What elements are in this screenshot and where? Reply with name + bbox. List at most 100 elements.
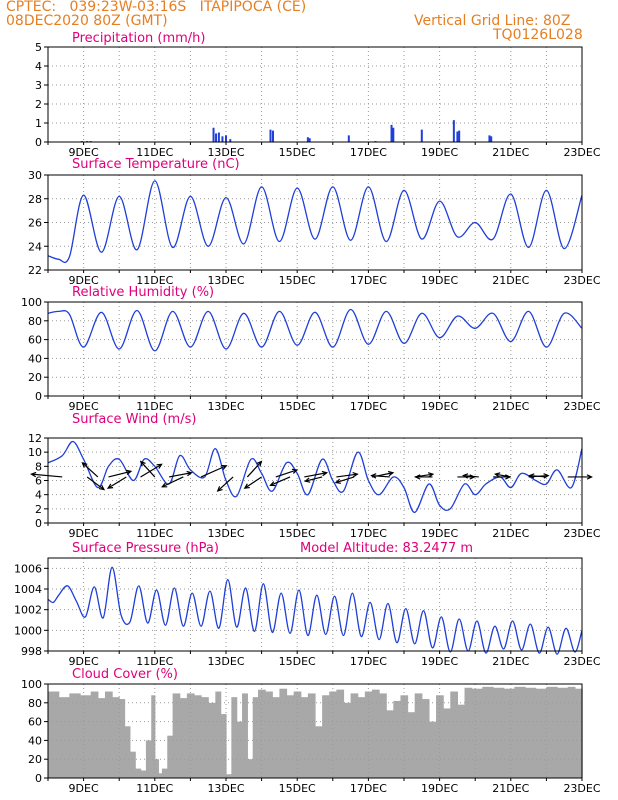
cloud-bar (428, 721, 437, 778)
series-line (47, 180, 583, 264)
series-line (47, 440, 583, 514)
x-tick-label: 15DEC (279, 527, 316, 540)
y-tick-label: 40 (28, 734, 42, 747)
wind-arrow-head (106, 483, 114, 489)
panel-title: Cloud Cover (%) (72, 667, 178, 682)
x-tick-label: 17DEC (350, 782, 387, 795)
wind-arrow-head (414, 474, 421, 480)
cloud-bar (69, 693, 81, 778)
wind-arrow (529, 474, 547, 478)
x-tick-label: 23DEC (563, 400, 600, 413)
cloud-bar (503, 688, 515, 778)
cloud-bar (172, 693, 181, 778)
x-tick-label: 21DEC (492, 527, 529, 540)
cloud-bar (252, 697, 259, 778)
series-line (47, 308, 583, 352)
panel-frame (47, 683, 583, 779)
precip-bar (488, 135, 491, 142)
y-tick-label: 60 (28, 716, 42, 729)
cloud-bar (336, 689, 345, 778)
chart-panel-2: Relative Humidity (%) 0 20 40 60 80 100 9DEC 11D… (21, 285, 601, 413)
cloud-bar (151, 695, 156, 778)
panel-frame (47, 437, 583, 524)
y-tick-label: 1000 (14, 624, 42, 637)
cloud-bar (140, 770, 147, 778)
wind-arrow-head (427, 472, 435, 478)
wind-arrow (140, 461, 156, 478)
cloud-bar (231, 697, 238, 778)
y-tick-label: 998 (21, 645, 42, 658)
cloud-bar (97, 698, 106, 778)
wind-arrow (336, 473, 358, 478)
chart-panel-4: Surface Pressure (hPa) Model Altitude: 83… (14, 541, 601, 668)
x-tick-label: 9DEC (69, 527, 99, 540)
precip-bar (212, 127, 215, 142)
precip-bar (458, 130, 461, 142)
cloud-bar (482, 686, 494, 778)
y-tick-label: 26 (28, 217, 42, 230)
panel-frame (47, 301, 583, 397)
cloud-bar (574, 688, 583, 778)
cloud-bar (258, 689, 266, 778)
cloud-bar (135, 768, 142, 778)
cloud-bar (393, 700, 402, 778)
header-station: CPTEC: 039:23W-03:16S ITAPIPOCA (CE) (6, 0, 307, 15)
wind-arrow-head (161, 482, 168, 488)
y-tick-label: 3 (35, 79, 42, 92)
chart-panel-0: Precipitation (mm/h) 0 1 2 3 4 5 9DEC 11DEC 13DEC… (35, 31, 601, 159)
y-tick-label: 8 (35, 460, 42, 473)
wind-arrow (86, 476, 105, 491)
wind-arrow (107, 476, 127, 489)
chart-panel-5: Cloud Cover (%) 0 20 40 60 80 100 9DEC 11DEC 13DE… (21, 667, 601, 795)
y-tick-label: 1006 (14, 562, 42, 575)
cloud-bar (124, 726, 131, 778)
cloud-bar (535, 688, 547, 778)
wind-arrow-head (303, 477, 311, 483)
x-tick-label: 9DEC (69, 655, 99, 668)
x-tick-label: 11DEC (136, 782, 173, 795)
wind-arrow-head (291, 468, 299, 474)
precip-bar (221, 136, 224, 142)
wind-arrow-head (494, 472, 501, 478)
cloud-bar (343, 702, 352, 778)
cloud-bar (293, 691, 302, 778)
panel-title: Surface Pressure (hPa) (72, 541, 219, 556)
cloud-bar (48, 691, 60, 778)
precip-bar (225, 135, 227, 142)
y-tick-label: 22 (28, 264, 42, 277)
y-tick-label: 100 (21, 296, 42, 309)
wind-arrow (335, 476, 355, 484)
wind-arrow-head (81, 462, 88, 468)
cloud-bar (379, 693, 387, 778)
cloud-bar (104, 691, 113, 778)
y-tick-label: 10 (28, 446, 42, 459)
cloud-bar (179, 698, 188, 778)
cloud-bar (407, 712, 416, 778)
x-tick-label: 21DEC (492, 146, 529, 159)
cloud-bar (457, 704, 466, 778)
cloud-bar (350, 693, 359, 778)
precip-bar (229, 139, 232, 142)
x-tick-label: 17DEC (350, 527, 387, 540)
cloud-bar (279, 688, 288, 778)
precip-bar (306, 137, 309, 142)
x-tick-label: 17DEC (350, 146, 387, 159)
precip-bar (390, 124, 393, 142)
x-tick-label: 19DEC (421, 146, 458, 159)
wind-arrow (31, 473, 63, 478)
x-tick-label: 15DEC (279, 655, 316, 668)
y-tick-label: 12 (28, 432, 42, 445)
cloud-bar (167, 735, 174, 778)
wind-arrow-head (256, 460, 263, 467)
x-tick-label: 13DEC (207, 400, 244, 413)
x-tick-label: 9DEC (69, 146, 99, 159)
y-tick-label: 60 (28, 334, 42, 347)
cloud-bar (80, 695, 92, 778)
y-tick-label: 0 (35, 517, 42, 530)
y-tick-label: 24 (28, 240, 42, 253)
wind-arrow-head (334, 478, 341, 484)
precip-bar (452, 120, 455, 142)
x-tick-label: 19DEC (421, 782, 458, 795)
x-tick-label: 11DEC (136, 400, 173, 413)
